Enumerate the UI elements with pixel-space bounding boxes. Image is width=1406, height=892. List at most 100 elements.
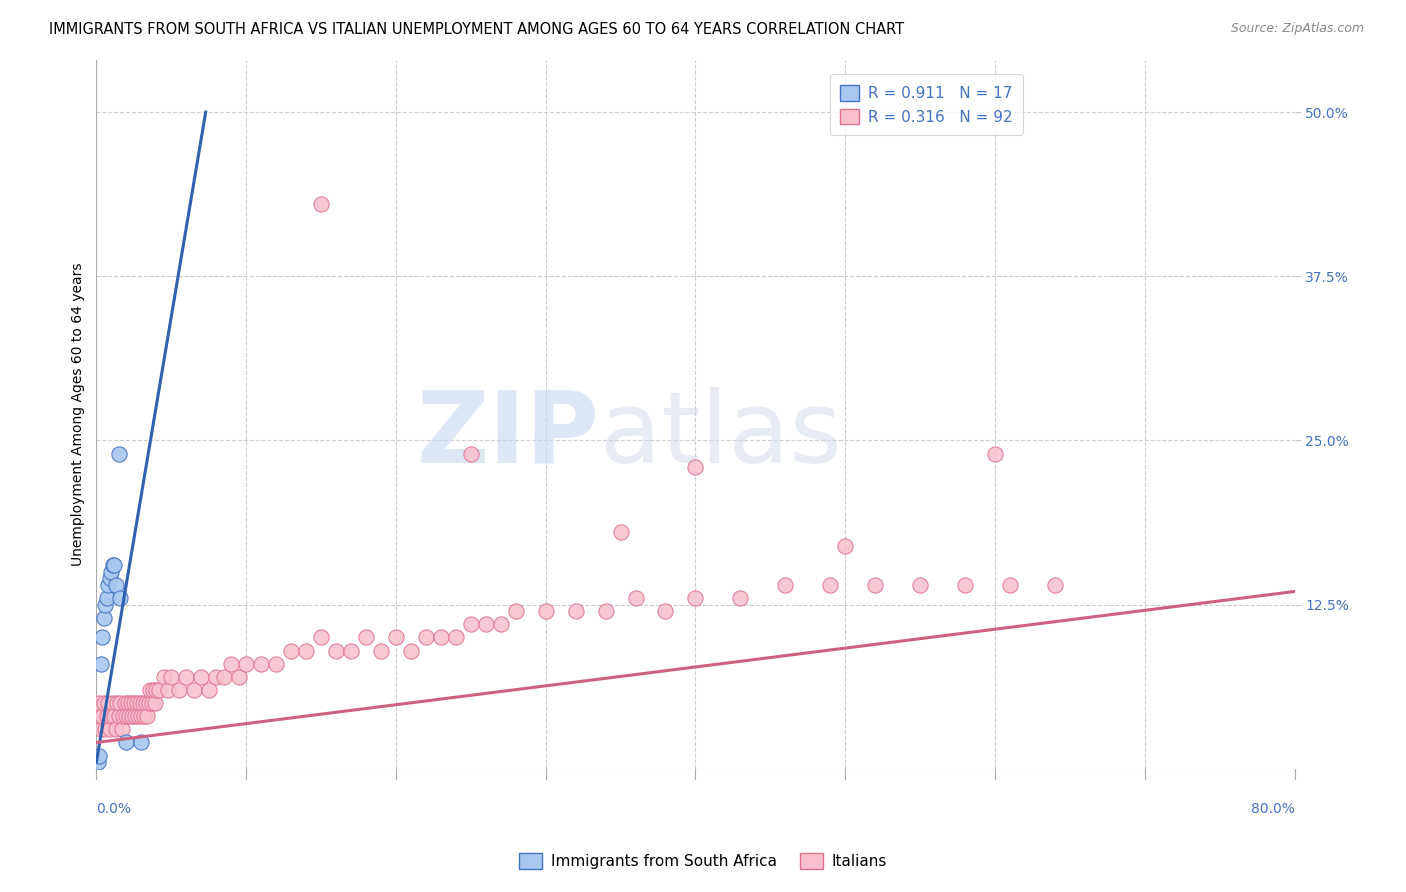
Point xyxy=(125,696,148,710)
Point xyxy=(120,696,142,710)
Point xyxy=(97,696,120,710)
Point xyxy=(219,657,242,671)
Text: IMMIGRANTS FROM SOUTH AFRICA VS ITALIAN UNEMPLOYMENT AMONG AGES 60 TO 64 YEARS C: IMMIGRANTS FROM SOUTH AFRICA VS ITALIAN … xyxy=(49,22,904,37)
Point xyxy=(685,459,707,474)
Point xyxy=(100,709,122,723)
Point xyxy=(325,643,347,657)
Point xyxy=(103,558,125,573)
Point xyxy=(190,670,212,684)
Point xyxy=(174,670,197,684)
Point xyxy=(108,446,131,460)
Point xyxy=(100,565,122,579)
Point xyxy=(354,631,377,645)
Point xyxy=(110,696,132,710)
Point xyxy=(264,657,287,671)
Point xyxy=(94,598,117,612)
Point xyxy=(98,571,121,585)
Point xyxy=(136,709,159,723)
Point xyxy=(127,709,149,723)
Point xyxy=(101,696,124,710)
Point xyxy=(112,709,135,723)
Point xyxy=(685,591,707,605)
Point xyxy=(505,604,527,618)
Point xyxy=(183,683,205,698)
Point xyxy=(98,723,121,737)
Point xyxy=(87,755,110,769)
Point xyxy=(167,683,190,698)
Point xyxy=(141,696,163,710)
Point xyxy=(105,696,128,710)
Point xyxy=(90,723,112,737)
Legend: Immigrants from South Africa, Italians: Immigrants from South Africa, Italians xyxy=(513,847,893,875)
Point xyxy=(91,709,114,723)
Point xyxy=(385,631,408,645)
Point xyxy=(160,670,183,684)
Point xyxy=(122,696,145,710)
Point xyxy=(96,709,118,723)
Point xyxy=(340,643,363,657)
Point xyxy=(624,591,647,605)
Point xyxy=(94,723,117,737)
Point xyxy=(157,683,180,698)
Point xyxy=(89,696,111,710)
Point xyxy=(152,670,174,684)
Point xyxy=(118,709,141,723)
Point xyxy=(212,670,235,684)
Point xyxy=(111,723,134,737)
Point xyxy=(91,631,114,645)
Point xyxy=(430,631,453,645)
Point xyxy=(128,696,150,710)
Point xyxy=(134,709,156,723)
Point xyxy=(775,578,797,592)
Point xyxy=(489,617,512,632)
Point xyxy=(415,631,437,645)
Point xyxy=(104,723,127,737)
Point xyxy=(309,631,332,645)
Text: ZIP: ZIP xyxy=(416,387,599,484)
Point xyxy=(235,657,257,671)
Point xyxy=(370,643,392,657)
Point xyxy=(818,578,841,592)
Point xyxy=(132,696,155,710)
Point xyxy=(97,578,120,592)
Point xyxy=(115,709,138,723)
Point xyxy=(90,657,112,671)
Y-axis label: Unemployment Among Ages 60 to 64 years: Unemployment Among Ages 60 to 64 years xyxy=(72,262,86,566)
Text: 80.0%: 80.0% xyxy=(1251,802,1295,815)
Point xyxy=(205,670,228,684)
Point xyxy=(115,735,138,749)
Point xyxy=(101,558,124,573)
Point xyxy=(117,696,139,710)
Point xyxy=(138,696,160,710)
Point xyxy=(730,591,752,605)
Point xyxy=(108,709,131,723)
Point xyxy=(834,539,856,553)
Point xyxy=(104,578,127,592)
Point xyxy=(460,446,482,460)
Legend: R = 0.911   N = 17, R = 0.316   N = 92: R = 0.911 N = 17, R = 0.316 N = 92 xyxy=(830,74,1024,136)
Point xyxy=(295,643,318,657)
Point xyxy=(228,670,250,684)
Point xyxy=(444,631,467,645)
Point xyxy=(142,683,165,698)
Point xyxy=(110,591,132,605)
Point xyxy=(280,643,302,657)
Point xyxy=(124,709,146,723)
Point xyxy=(654,604,676,618)
Point xyxy=(534,604,557,618)
Point xyxy=(121,709,143,723)
Point xyxy=(474,617,496,632)
Point xyxy=(863,578,886,592)
Point xyxy=(103,709,125,723)
Point xyxy=(93,696,115,710)
Point xyxy=(609,525,631,540)
Point xyxy=(460,617,482,632)
Point xyxy=(250,657,273,671)
Point xyxy=(399,643,422,657)
Point xyxy=(145,683,167,698)
Point xyxy=(908,578,931,592)
Point xyxy=(564,604,586,618)
Point xyxy=(129,709,152,723)
Text: Source: ZipAtlas.com: Source: ZipAtlas.com xyxy=(1230,22,1364,36)
Point xyxy=(148,683,170,698)
